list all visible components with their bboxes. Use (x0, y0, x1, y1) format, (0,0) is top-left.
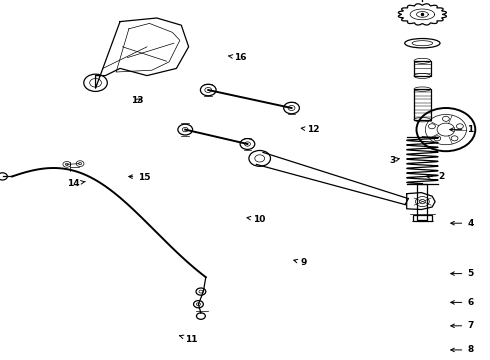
Text: 2: 2 (426, 172, 444, 181)
Text: 16: 16 (228, 53, 246, 62)
Text: 10: 10 (247, 215, 266, 224)
Text: 4: 4 (451, 219, 474, 228)
Text: 5: 5 (451, 269, 473, 278)
Text: 3: 3 (389, 156, 399, 165)
Text: 7: 7 (451, 321, 474, 330)
Bar (414, 89, 431, 120)
Text: 6: 6 (451, 298, 473, 307)
Bar (414, 61, 431, 76)
Text: 9: 9 (294, 258, 307, 267)
Text: 11: 11 (179, 335, 197, 343)
Text: 12: 12 (301, 125, 320, 134)
Text: 15: 15 (129, 173, 151, 181)
Text: 8: 8 (451, 346, 473, 354)
Text: 1: 1 (450, 125, 473, 134)
Text: 13: 13 (131, 96, 144, 105)
Bar (417, 184, 427, 220)
Bar (413, 215, 432, 221)
Text: 14: 14 (67, 179, 85, 188)
